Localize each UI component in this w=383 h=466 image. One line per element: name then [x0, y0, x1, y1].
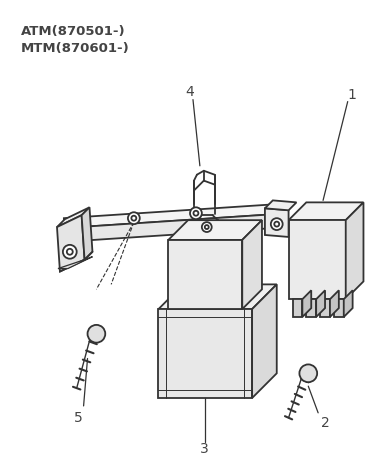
- Text: 3: 3: [200, 442, 209, 456]
- Polygon shape: [344, 290, 353, 317]
- Polygon shape: [302, 290, 311, 317]
- Circle shape: [131, 216, 136, 220]
- Circle shape: [67, 249, 73, 255]
- Polygon shape: [64, 205, 274, 228]
- Polygon shape: [334, 299, 344, 317]
- Circle shape: [190, 207, 202, 219]
- Circle shape: [193, 211, 198, 216]
- Polygon shape: [288, 220, 346, 299]
- Circle shape: [300, 364, 317, 382]
- Circle shape: [63, 245, 77, 259]
- Polygon shape: [57, 207, 90, 227]
- Text: ATM(870501-): ATM(870501-): [21, 25, 125, 38]
- Polygon shape: [159, 309, 252, 398]
- Polygon shape: [242, 220, 262, 309]
- Text: 2: 2: [321, 416, 329, 430]
- Polygon shape: [265, 200, 296, 210]
- Circle shape: [202, 222, 212, 232]
- Circle shape: [88, 325, 105, 343]
- Polygon shape: [169, 220, 262, 240]
- Polygon shape: [169, 240, 242, 309]
- Polygon shape: [58, 257, 92, 268]
- Polygon shape: [57, 215, 85, 272]
- Polygon shape: [82, 207, 92, 260]
- Polygon shape: [252, 284, 277, 398]
- Polygon shape: [320, 299, 330, 317]
- Polygon shape: [330, 290, 339, 317]
- Polygon shape: [64, 214, 274, 242]
- Polygon shape: [306, 299, 316, 317]
- Text: MTM(870601-): MTM(870601-): [21, 42, 129, 55]
- Text: 1: 1: [347, 88, 356, 102]
- Polygon shape: [159, 284, 277, 309]
- Polygon shape: [265, 208, 288, 237]
- Circle shape: [271, 218, 283, 230]
- Circle shape: [128, 212, 140, 224]
- Polygon shape: [293, 299, 302, 317]
- Polygon shape: [316, 290, 325, 317]
- Text: 4: 4: [186, 85, 195, 99]
- Text: 5: 5: [74, 411, 83, 425]
- Polygon shape: [288, 202, 363, 220]
- Circle shape: [205, 225, 209, 229]
- Circle shape: [274, 222, 279, 226]
- Polygon shape: [346, 202, 363, 299]
